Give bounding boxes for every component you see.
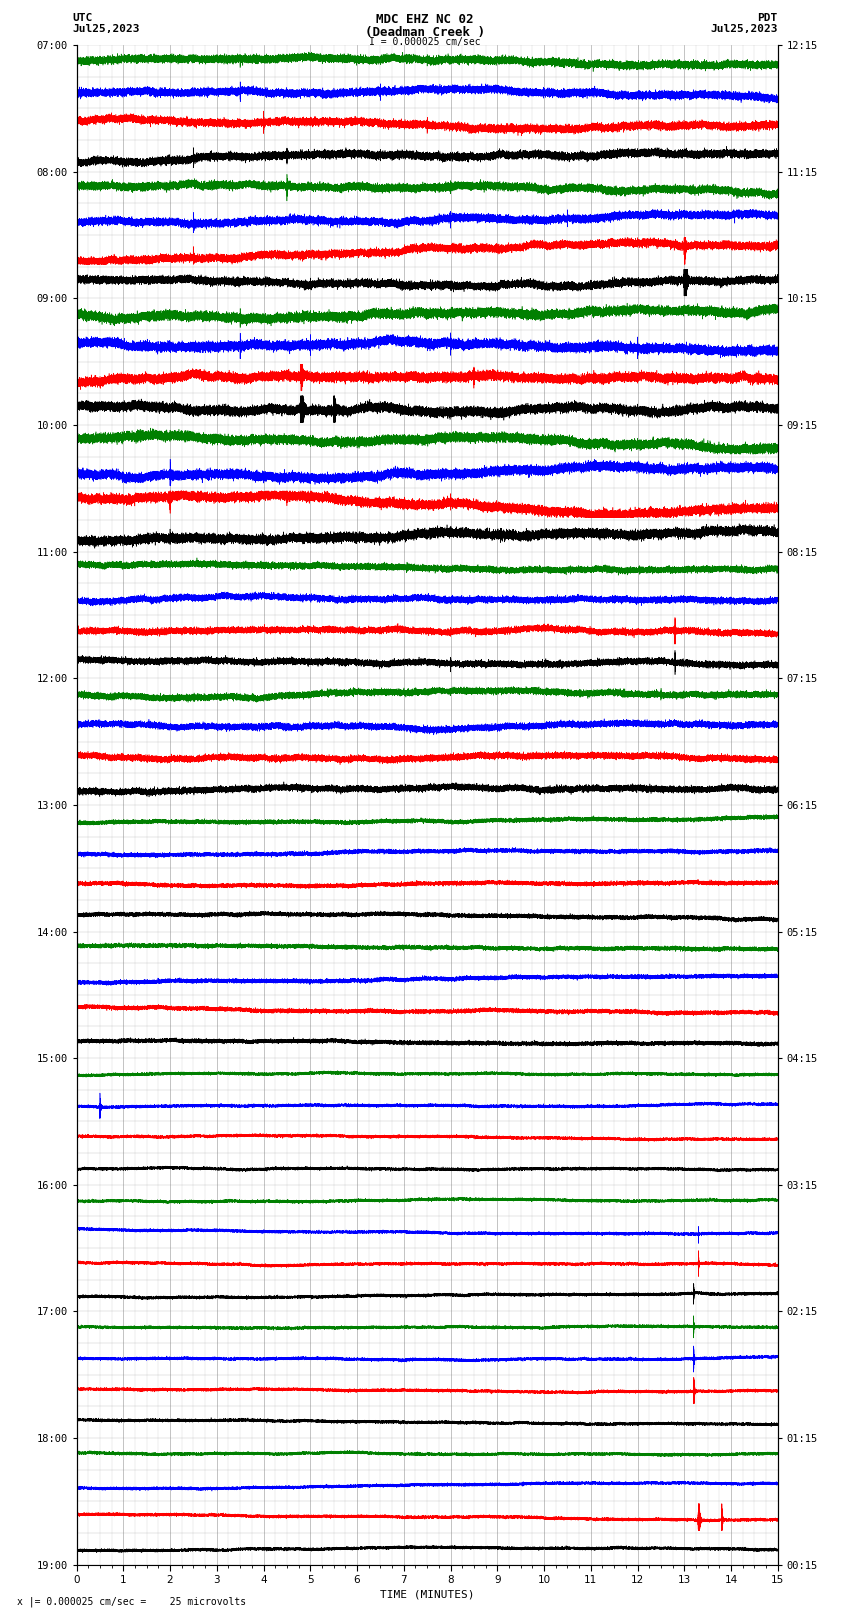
Text: Jul25,2023: Jul25,2023 <box>72 24 139 34</box>
X-axis label: TIME (MINUTES): TIME (MINUTES) <box>380 1589 474 1598</box>
Text: (Deadman Creek ): (Deadman Creek ) <box>365 26 485 39</box>
Text: Jul25,2023: Jul25,2023 <box>711 24 778 34</box>
Text: MDC EHZ NC 02: MDC EHZ NC 02 <box>377 13 473 26</box>
Text: I = 0.000025 cm/sec: I = 0.000025 cm/sec <box>369 37 481 47</box>
Text: UTC: UTC <box>72 13 93 23</box>
Text: PDT: PDT <box>757 13 778 23</box>
Text: x |= 0.000025 cm/sec =    25 microvolts: x |= 0.000025 cm/sec = 25 microvolts <box>17 1595 246 1607</box>
